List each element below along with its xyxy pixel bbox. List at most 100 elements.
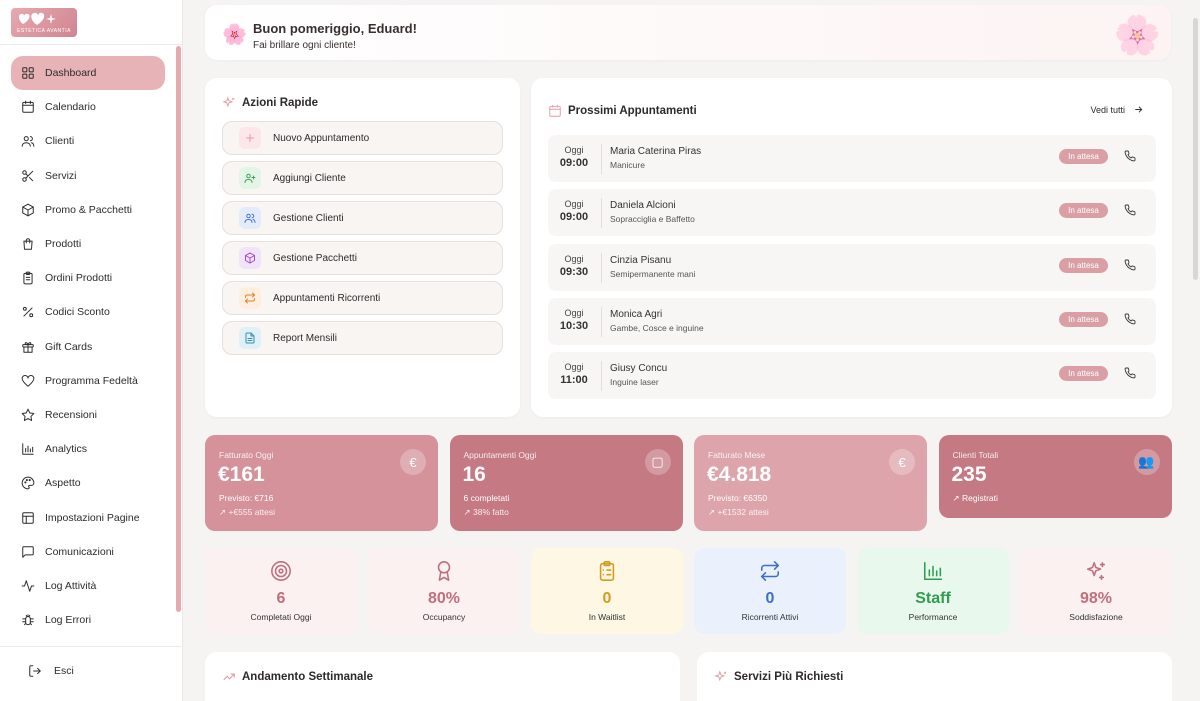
top-services-title: Servizi Più Richiesti (734, 671, 844, 683)
stat-card[interactable]: Fatturato Mese €4.818 Previsto: €6350 ↗ … (694, 435, 927, 531)
stat-card[interactable]: Fatturato Oggi €161 Previsto: €716 ↗ +€5… (205, 435, 438, 531)
appointment-time: 11:00 (560, 374, 588, 387)
gift-icon (21, 340, 35, 354)
phone-icon[interactable] (1124, 367, 1136, 379)
sidebar-item-label: Programma Fedeltà (45, 374, 138, 387)
sparkles-icon (714, 670, 728, 684)
phone-icon[interactable] (1124, 204, 1136, 216)
stat-detail: Previsto: €716 (219, 493, 274, 503)
quick-action-button[interactable]: Aggiungi Cliente (222, 161, 503, 195)
appointment-day: Oggi (564, 145, 584, 155)
stat-label: Clienti Totali (952, 450, 999, 460)
brand-logo[interactable]: ESTETICA AVANTIA (11, 8, 77, 37)
sidebar-item-label: Dashboard (45, 67, 97, 80)
quick-action-button[interactable]: Appuntamenti Ricorrenti (222, 281, 503, 315)
users-icon (21, 134, 35, 148)
sidebar-item-clienti[interactable]: Clienti (11, 124, 165, 158)
stat-label: Fatturato Mese (708, 450, 766, 460)
appointment-day: Oggi (564, 307, 584, 318)
message-icon (21, 545, 35, 559)
sidebar-item-recensioni[interactable]: Recensioni (11, 398, 165, 432)
client-name: Maria Caterina Piras (610, 146, 702, 157)
sidebar: ESTETICA AVANTIA Dashboard Calendario Clie… (0, 0, 183, 701)
stat-card[interactable]: Clienti Totali 235 ↗ Registrati 👥 (938, 435, 1172, 518)
quick-action-label: Nuovo Appuntamento (273, 132, 370, 144)
quick-action-label: Aggiungi Cliente (273, 172, 346, 184)
sidebar-item-dashboard[interactable]: Dashboard (11, 56, 165, 91)
service-name: Gambe, Cosce e inguine (610, 322, 704, 333)
phone-icon[interactable] (1124, 259, 1136, 271)
weekly-trend-card: Andamento Settimanale (205, 652, 680, 701)
award-icon (368, 560, 520, 582)
sidebar-item-calendario[interactable]: Calendario (11, 90, 165, 124)
mini-stat-label: Soddisfazione (1069, 612, 1123, 622)
sidebar-item-servizi[interactable]: Servizi (11, 159, 165, 193)
sidebar-item-label: Calendario (45, 101, 96, 114)
package-icon (239, 247, 261, 269)
sidebar-item-promo-pacchetti[interactable]: Promo & Pacchetti (11, 193, 165, 227)
repeat-icon (239, 287, 261, 309)
sidebar-item-gift-cards[interactable]: Gift Cards (11, 330, 165, 364)
scissors-icon (21, 169, 35, 183)
appointment-row[interactable]: Oggi 09:00 Daniela Alcioni Sopracciglia … (548, 189, 1156, 237)
quick-action-button[interactable]: Gestione Clienti (222, 201, 503, 235)
appointment-row[interactable]: Oggi 09:00 Maria Caterina Piras Manicure… (548, 135, 1156, 182)
sidebar-item-codici-sconto[interactable]: Codici Sconto (11, 295, 165, 329)
phone-icon[interactable] (1124, 313, 1136, 325)
sidebar-item-label: Recensioni (45, 408, 97, 421)
appointment-row[interactable]: Oggi 10:30 Monica Agri Gambe, Cosce e in… (548, 297, 1156, 345)
sidebar-item-aspetto[interactable]: Aspetto (11, 466, 165, 500)
appointment-row[interactable]: Oggi 09:30 Cinzia Pisanu Semipermanente … (548, 243, 1156, 291)
appointment-time: 09:00 (559, 157, 589, 169)
sidebar-item-impostazioni-pagine[interactable]: Impostazioni Pagine (11, 500, 165, 534)
logout-button[interactable]: Esci (28, 664, 74, 678)
client-name: Giusy Concu (610, 363, 668, 375)
sidebar-scrollbar[interactable] (176, 46, 181, 612)
euro-icon: € (400, 449, 426, 475)
sidebar-item-log-attivit[interactable]: Log Attività (11, 569, 165, 603)
weekly-trend-title: Andamento Settimanale (242, 671, 373, 683)
stat-trend: ↗ 38% fatto (463, 507, 509, 517)
appointment-day: Oggi (564, 253, 584, 264)
see-all-link[interactable]: Vedi tutti (1090, 104, 1144, 115)
calendar-icon (21, 100, 35, 114)
logout-icon (28, 664, 42, 678)
status-badge: In attesa (1059, 149, 1108, 164)
client-name: Monica Agri (610, 308, 663, 320)
mini-stat-label: Ricorrenti Attivi (741, 612, 799, 622)
appointments-title: Prossimi Appuntamenti (548, 104, 697, 118)
stat-trend: ↗ +€555 attesi (219, 507, 276, 517)
sidebar-item-label: Analytics (45, 443, 88, 456)
flower-icon: 🌸 (222, 24, 247, 46)
quick-action-label: Gestione Pacchetti (273, 252, 357, 264)
mini-stat-card: 0 In Waitlist (531, 548, 683, 634)
phone-icon[interactable] (1124, 150, 1136, 162)
sidebar-item-label: Prodotti (45, 238, 82, 251)
sidebar-item-analytics[interactable]: Analytics (11, 432, 165, 466)
stat-label: Fatturato Oggi (219, 450, 274, 460)
sidebar-item-prodotti[interactable]: Prodotti (11, 227, 165, 261)
sidebar-item-ordini-prodotti[interactable]: Ordini Prodotti (11, 261, 165, 295)
service-name: Manicure (610, 160, 645, 170)
appointment-row[interactable]: Oggi 11:00 Giusy Concu Inguine laser In … (548, 352, 1156, 400)
quick-action-button[interactable]: Gestione Pacchetti (222, 241, 503, 275)
star-icon (21, 408, 35, 422)
quick-action-button[interactable]: Report Mensili (222, 321, 503, 355)
sidebar-item-label: Promo & Pacchetti (45, 203, 132, 216)
page-scrollbar[interactable] (1193, 18, 1198, 280)
brand-tagline: ESTETICA AVANTIA (17, 28, 71, 34)
mini-stat-card: 6 Completati Oggi (205, 548, 357, 634)
appointment-day: Oggi (564, 199, 584, 210)
divider (601, 252, 602, 283)
sidebar-item-label: Aspetto (45, 477, 81, 490)
calendar-icon: ▢ (644, 449, 671, 475)
calendar-icon (548, 104, 562, 118)
sidebar-item-log-errori[interactable]: Log Errori (11, 603, 165, 637)
divider (0, 44, 182, 45)
stat-card[interactable]: Appuntamenti Oggi 16 6 completati ↗ 38% … (449, 435, 683, 531)
sidebar-item-comunicazioni[interactable]: Comunicazioni (11, 535, 165, 569)
quick-action-button[interactable]: Nuovo Appuntamento (222, 121, 503, 155)
appointment-time: 09:00 (559, 211, 589, 224)
sidebar-item-programma-fedelt[interactable]: Programma Fedeltà (11, 364, 165, 398)
sidebar-nav: Dashboard Calendario Clienti Servizi Promo &… (11, 56, 165, 637)
